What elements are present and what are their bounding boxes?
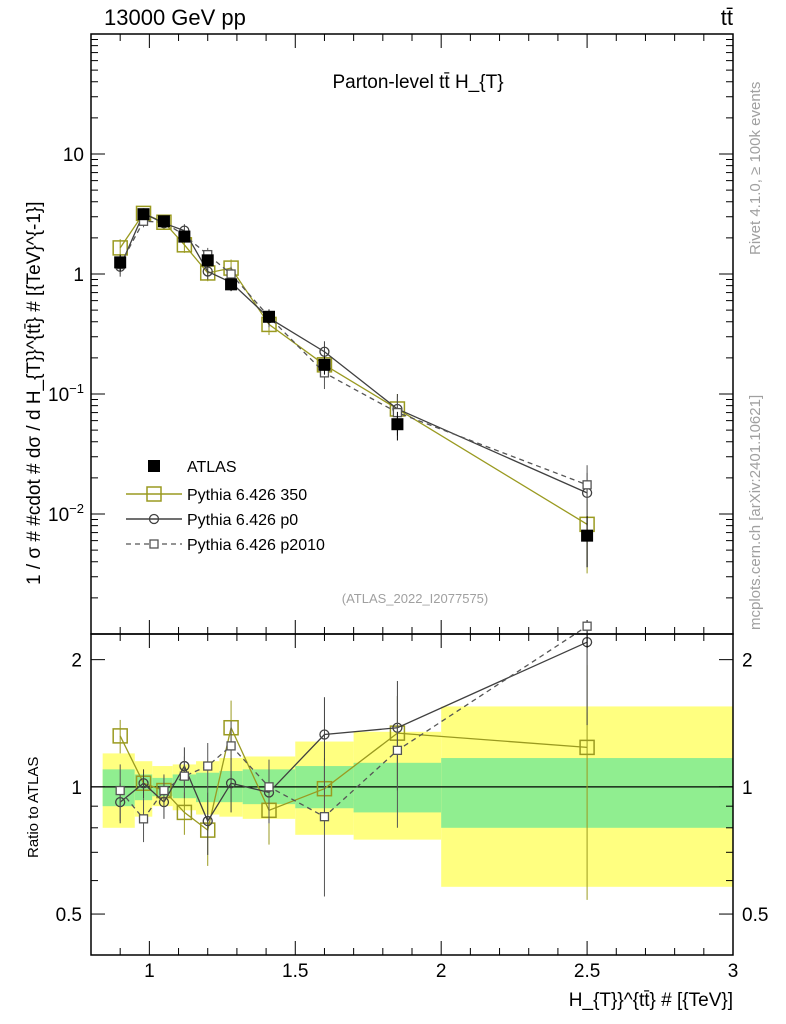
ratio-data-point bbox=[138, 814, 149, 824]
main-series-line bbox=[119, 212, 588, 525]
legend-label-p0: Pythia 6.426 p0 bbox=[187, 512, 298, 529]
main-data-point bbox=[581, 529, 594, 542]
main-y-axis: 10−2 10−1 1 10 bbox=[48, 34, 734, 635]
ratio-series-line bbox=[119, 625, 588, 820]
ratio-series-line bbox=[119, 725, 588, 832]
ratio-data-point bbox=[392, 745, 403, 756]
main-data-point bbox=[226, 269, 236, 279]
legend-label-350: Pythia 6.426 350 bbox=[187, 487, 307, 504]
ratio-series-group bbox=[112, 621, 595, 900]
ratio-data-point bbox=[203, 761, 213, 771]
main-data-point bbox=[157, 215, 170, 228]
ratio-data-point bbox=[319, 812, 330, 822]
ratio-y-axis-label: Ratio to ATLAS bbox=[25, 757, 42, 858]
main-data-point bbox=[178, 230, 191, 243]
ratio-data-point bbox=[179, 771, 190, 781]
main-data-point bbox=[319, 346, 330, 357]
main-y-tick-label: 10−2 bbox=[48, 501, 84, 526]
ratio-data-point bbox=[582, 621, 592, 631]
ratio-data-point bbox=[138, 778, 149, 789]
ratio-x-tick-label: 2.5 bbox=[574, 961, 600, 982]
ratio-series-2 bbox=[115, 621, 592, 897]
ratio-y-tick-label-right: 1 bbox=[742, 778, 753, 799]
main-y-axis-label: 1 / σ # #cdot # dσ / d H_{T}}^{tt̄} # [{… bbox=[24, 201, 45, 585]
ratio-y-tick-label: 1 bbox=[71, 778, 82, 799]
x-axis-label: H_{T}}^{tt̄} # [{TeV}] bbox=[569, 990, 733, 1011]
main-data-point bbox=[391, 418, 404, 431]
legend-marker-350 bbox=[146, 486, 162, 502]
ratio-y-tick-label: 2 bbox=[71, 651, 82, 672]
ratio-y-tick-label: 0.5 bbox=[56, 905, 82, 926]
ratio-y-tick-label-right: 2 bbox=[742, 651, 753, 672]
ratio-data-point bbox=[264, 782, 274, 792]
ratio-x-tick-label: 3 bbox=[728, 961, 739, 982]
main-series-group bbox=[112, 205, 595, 574]
ratio-axes: 0.5 0.5 1 1 2 2 1 1.5 2 2.5 3 bbox=[56, 634, 768, 982]
header-left: 13000 GeV pp bbox=[104, 5, 246, 30]
main-series-1 bbox=[112, 205, 595, 574]
main-series-0 bbox=[114, 208, 594, 568]
legend-marker-p2010 bbox=[149, 539, 159, 549]
main-data-point bbox=[318, 358, 331, 371]
ratio-data-point bbox=[112, 728, 128, 744]
legend-marker-p0 bbox=[148, 513, 160, 525]
main-data-point bbox=[582, 480, 592, 490]
header-right: tt̄ bbox=[721, 5, 733, 30]
ratio-x-tick-label: 1 bbox=[144, 961, 155, 982]
rivet-label: Rivet 4.1.0, ≥ 100k events bbox=[747, 82, 764, 255]
main-data-point bbox=[114, 256, 127, 269]
main-data-point bbox=[202, 266, 213, 277]
main-title: Parton-level tt̄ H_{T} bbox=[332, 72, 503, 93]
ratio-data-point bbox=[159, 785, 169, 796]
main-series-line bbox=[119, 212, 588, 494]
ratio-data-point bbox=[176, 804, 193, 821]
ratio-data-point bbox=[202, 815, 213, 827]
legend-marker-atlas bbox=[148, 460, 160, 472]
ratio-y-tick-label-right: 0.5 bbox=[742, 905, 768, 926]
legend-label-p2010: Pythia 6.426 p2010 bbox=[187, 537, 325, 554]
main-data-point bbox=[137, 208, 150, 221]
main-series-line bbox=[119, 220, 588, 486]
ratio-data-point bbox=[225, 778, 237, 789]
ratio-data-point bbox=[579, 739, 595, 756]
legend-label-atlas: ATLAS bbox=[187, 459, 237, 476]
main-y-tick-label: 10−1 bbox=[48, 381, 84, 406]
main-series-2 bbox=[115, 208, 593, 526]
ratio-data-point bbox=[115, 785, 125, 796]
main-data-point bbox=[156, 214, 172, 230]
ratio-series-line bbox=[119, 641, 588, 823]
ratio-data-point bbox=[319, 729, 330, 740]
main-y-tick-label: 1 bbox=[73, 265, 84, 286]
ratio-x-tick-label: 1.5 bbox=[282, 961, 308, 982]
ratio-data-point bbox=[226, 741, 236, 751]
main-data-point bbox=[263, 310, 276, 323]
watermark: (ATLAS_2022_I2077575) bbox=[342, 591, 488, 606]
mcplots-label: mcplots.cern.ch [arXiv:2401.10621] bbox=[747, 395, 764, 630]
ratio-x-tick-label: 2 bbox=[436, 961, 447, 982]
main-y-tick-label: 10 bbox=[63, 145, 84, 166]
main-data-point bbox=[225, 278, 238, 291]
legend: ATLAS Pythia 6.426 350 Pythia 6.426 p0 P… bbox=[126, 459, 325, 554]
main-data-point bbox=[201, 254, 214, 267]
